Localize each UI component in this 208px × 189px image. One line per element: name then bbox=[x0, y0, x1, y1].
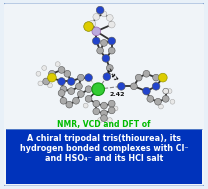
Circle shape bbox=[98, 118, 103, 122]
Circle shape bbox=[48, 83, 52, 88]
Circle shape bbox=[93, 13, 100, 20]
Circle shape bbox=[85, 74, 92, 81]
Circle shape bbox=[58, 90, 65, 96]
Circle shape bbox=[93, 108, 100, 115]
Circle shape bbox=[143, 70, 150, 77]
Circle shape bbox=[101, 40, 107, 46]
Circle shape bbox=[84, 22, 93, 31]
Circle shape bbox=[158, 104, 163, 109]
Circle shape bbox=[55, 62, 60, 67]
Circle shape bbox=[58, 67, 65, 73]
Circle shape bbox=[78, 91, 84, 97]
Circle shape bbox=[43, 78, 50, 85]
Circle shape bbox=[42, 66, 47, 70]
Circle shape bbox=[163, 88, 169, 94]
Circle shape bbox=[130, 83, 137, 90]
Circle shape bbox=[167, 89, 172, 94]
Circle shape bbox=[142, 87, 150, 95]
Circle shape bbox=[73, 97, 79, 104]
Circle shape bbox=[147, 95, 154, 102]
Circle shape bbox=[101, 110, 107, 117]
Circle shape bbox=[108, 21, 115, 28]
Circle shape bbox=[118, 82, 125, 90]
Circle shape bbox=[101, 115, 107, 122]
Circle shape bbox=[38, 81, 43, 86]
Text: NMR, VCD and DFT of: NMR, VCD and DFT of bbox=[57, 120, 151, 129]
Text: A chiral tripodal tris(thiourea), its: A chiral tripodal tris(thiourea), its bbox=[27, 134, 181, 143]
Circle shape bbox=[113, 106, 118, 111]
Circle shape bbox=[60, 97, 67, 104]
Circle shape bbox=[108, 37, 116, 45]
Circle shape bbox=[85, 86, 92, 93]
Circle shape bbox=[153, 74, 160, 81]
Circle shape bbox=[92, 37, 100, 45]
Circle shape bbox=[107, 118, 112, 122]
Circle shape bbox=[158, 73, 167, 82]
Circle shape bbox=[93, 100, 100, 107]
Circle shape bbox=[76, 83, 82, 90]
Circle shape bbox=[83, 103, 88, 108]
Circle shape bbox=[101, 102, 107, 109]
Circle shape bbox=[97, 47, 104, 54]
Circle shape bbox=[162, 95, 169, 102]
Circle shape bbox=[48, 70, 55, 77]
Text: and HSO₄⁻ and its HCl salt: and HSO₄⁻ and its HCl salt bbox=[45, 154, 163, 163]
Circle shape bbox=[170, 99, 175, 104]
Circle shape bbox=[96, 6, 104, 14]
Circle shape bbox=[102, 54, 110, 62]
Circle shape bbox=[60, 86, 67, 93]
Circle shape bbox=[106, 65, 113, 71]
Circle shape bbox=[106, 15, 113, 21]
Circle shape bbox=[36, 71, 41, 76]
Circle shape bbox=[58, 78, 66, 85]
Circle shape bbox=[66, 101, 73, 108]
Circle shape bbox=[67, 78, 75, 85]
Circle shape bbox=[108, 100, 115, 107]
Circle shape bbox=[152, 82, 160, 90]
Circle shape bbox=[89, 20, 96, 27]
Circle shape bbox=[64, 70, 71, 77]
Circle shape bbox=[155, 98, 161, 105]
Circle shape bbox=[92, 83, 104, 95]
Circle shape bbox=[78, 74, 84, 81]
Circle shape bbox=[135, 74, 142, 81]
Circle shape bbox=[101, 11, 107, 17]
Circle shape bbox=[85, 95, 92, 102]
Circle shape bbox=[108, 47, 115, 54]
Text: 2.42: 2.42 bbox=[110, 92, 125, 97]
Circle shape bbox=[103, 73, 111, 81]
FancyBboxPatch shape bbox=[3, 2, 205, 187]
Circle shape bbox=[48, 73, 56, 82]
Circle shape bbox=[68, 88, 75, 94]
Circle shape bbox=[108, 107, 115, 114]
Text: 2.47: 2.47 bbox=[105, 67, 118, 82]
Bar bbox=[6, 129, 202, 184]
Text: hydrogen bonded complexes with Cl⁻: hydrogen bonded complexes with Cl⁻ bbox=[20, 143, 188, 153]
Circle shape bbox=[92, 27, 101, 36]
